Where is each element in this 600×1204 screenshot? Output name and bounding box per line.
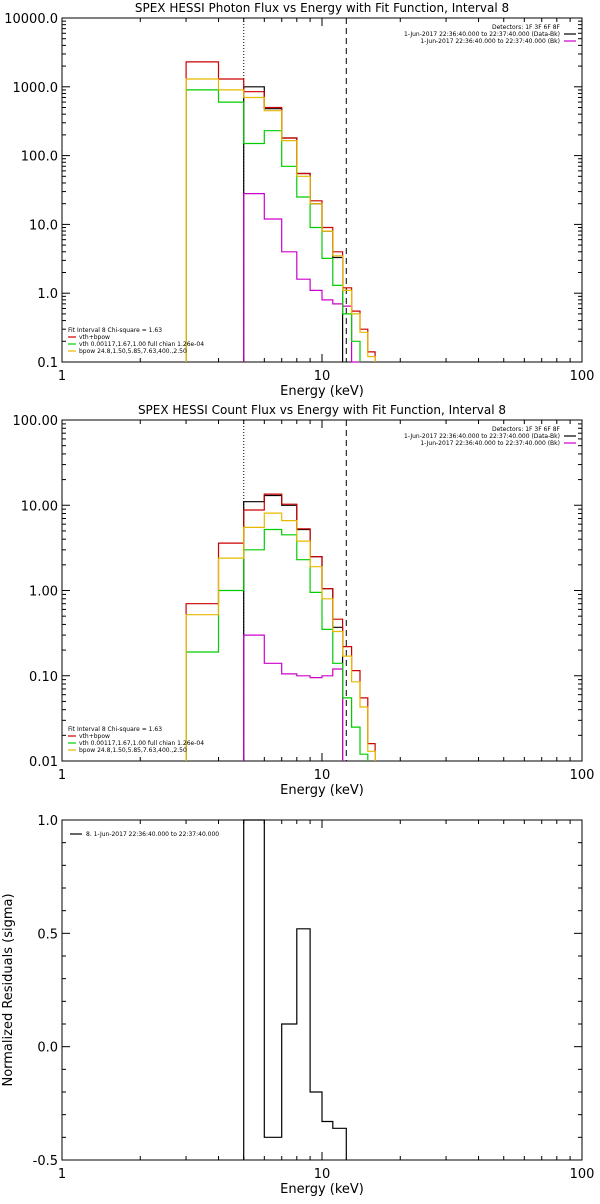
x-tick-label: 1 (58, 1167, 66, 1182)
y-tick-label: 100.00 (13, 414, 59, 429)
y-axis-label: Normalized Residuals (sigma) (1, 893, 16, 1086)
chart-title: SPEX HESSI Photon Flux vs Energy with Fi… (135, 1, 509, 15)
legend-top-right-entry: 1-Jun-2017 22:36:40.000 to 22:37:40.000 … (404, 31, 560, 38)
series-line-residuals (243, 819, 347, 1160)
legend-top-right-entry: Detectors: 1F 3F 6F 8F (492, 426, 561, 433)
chart-title: SPEX HESSI Count Flux vs Energy with Fit… (138, 403, 506, 417)
x-tick-label: 100 (570, 1167, 595, 1182)
y-tick-label: 1.0 (37, 814, 58, 829)
legend-bottom-left-entry: Fit Interval 8 Chi-square = 1.63 (68, 327, 162, 334)
y-tick-label: 10.00 (21, 499, 58, 514)
legend-bottom-left-entry: vth+bpow (79, 334, 110, 341)
y-tick-label: 0.01 (29, 755, 58, 770)
series-line-bpow (185, 512, 376, 761)
plot-frame-1 (61, 17, 583, 363)
legend-bottom-left-entry: vth+bpow (79, 733, 110, 740)
x-tick-label: 100 (570, 768, 595, 783)
legend-top-right-entry: 1-Jun-2017 22:36:40.000 to 22:37:40.000 … (420, 440, 560, 447)
legend-bottom-left-entry: vth 0.00117,1.67,1.00 full chian 1.26e-0… (79, 341, 204, 348)
x-tick-label: 10 (314, 768, 331, 783)
legend-bottom-left-entry: Fit Interval 8 Chi-square = 1.63 (68, 726, 162, 733)
x-axis-label: Energy (keV) (280, 384, 364, 399)
legend-bottom-left-entry: bpow 24.8,1.50,5.85,7.63,400.,2.50 (79, 348, 187, 355)
legend-top-left-entry: 8. 1-Jun-2017 22:36:40.000 to 22:37:40.0… (86, 831, 219, 838)
y-tick-label: 0.0 (37, 1041, 58, 1056)
legend-top-right-entry: 1-Jun-2017 22:36:40.000 to 22:37:40.000 … (404, 433, 560, 440)
y-tick-label: 0.5 (37, 927, 58, 942)
series-line-bk (243, 634, 344, 761)
legend-bottom-left-entry: vth 0.00117,1.67,1.00 full chian 1.26e-0… (79, 740, 204, 747)
y-tick-label: 0.10 (29, 670, 58, 685)
y-tick-label: -0.5 (33, 1154, 58, 1169)
series-line-bpow (185, 78, 376, 362)
y-tick-label: 1.00 (29, 585, 58, 600)
x-tick-label: 100 (570, 369, 595, 384)
series-line-vth (185, 528, 369, 761)
y-tick-label: 10.0 (29, 218, 58, 233)
x-axis-label: Energy (keV) (280, 783, 364, 798)
legend-bottom-left-entry: bpow 24.8,1.50,5.85,7.63,400.,2.50 (79, 747, 187, 754)
y-tick-label: 1000.0 (13, 81, 59, 96)
y-tick-label: 10000.0 (4, 12, 58, 27)
x-tick-label: 10 (314, 369, 331, 384)
y-tick-label: 100.0 (21, 150, 58, 165)
x-tick-label: 10 (314, 1167, 331, 1182)
legend-top-right-entry: 1-Jun-2017 22:36:40.000 to 22:37:40.000 … (420, 38, 560, 45)
legend-top-right-entry: Detectors: 1F 3F 6F 8F (492, 24, 561, 31)
y-tick-label: 1.0 (37, 287, 58, 302)
series-line-data-bk (243, 86, 344, 362)
x-tick-label: 1 (58, 369, 66, 384)
x-tick-label: 1 (58, 768, 66, 783)
y-tick-label: 0.1 (37, 356, 58, 371)
x-axis-label: Energy (keV) (280, 1182, 364, 1197)
series-line-vth (185, 89, 361, 362)
